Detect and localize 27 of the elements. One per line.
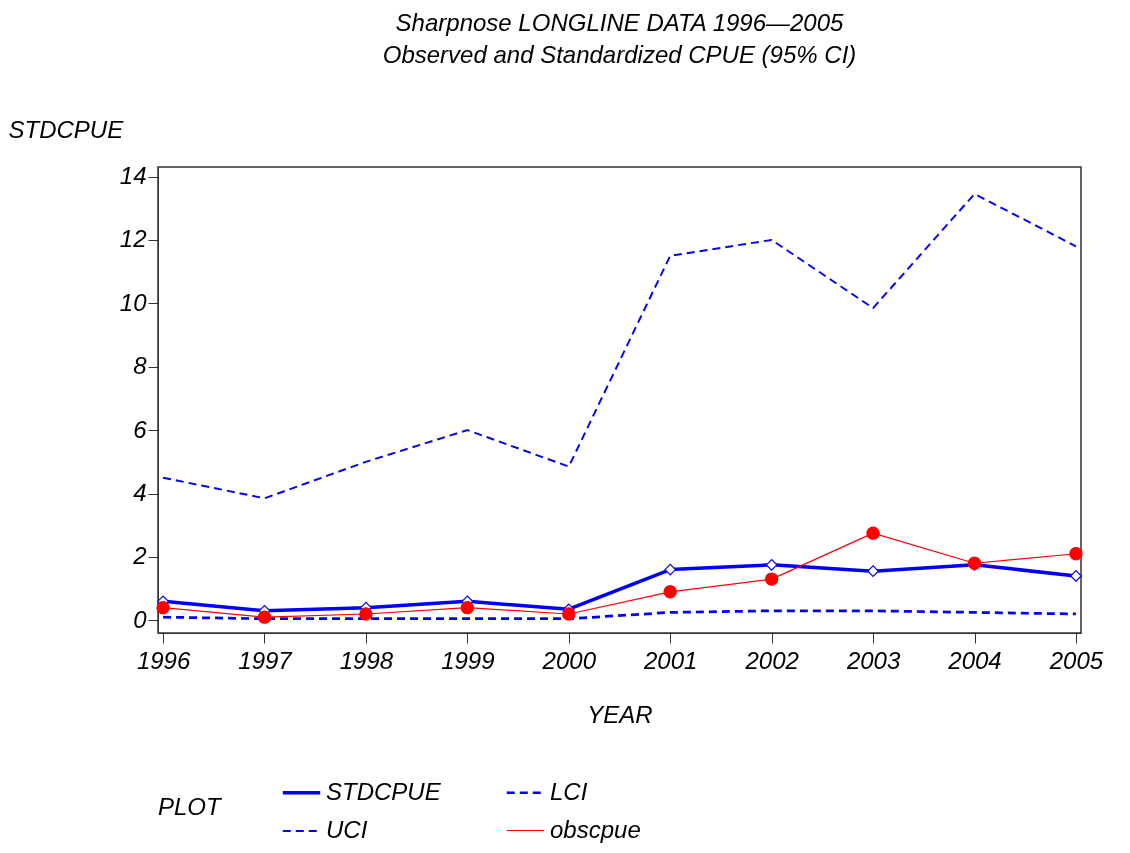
- y-tick-label: 0: [133, 605, 148, 633]
- legend-label: LCI: [550, 777, 588, 805]
- x-tick-label: 1998: [339, 646, 394, 674]
- y-tick-label: 14: [119, 162, 147, 190]
- y-tick-label: 12: [119, 225, 147, 253]
- legend-label: STDCPUE: [326, 777, 442, 805]
- chart-title: Sharpnose LONGLINE DATA 1996—2005: [395, 9, 845, 36]
- y-tick-label: 4: [133, 479, 147, 507]
- legend-title: PLOT: [158, 793, 224, 820]
- y-tick-label: 2: [132, 542, 147, 570]
- x-axis-title: YEAR: [587, 700, 653, 728]
- legend-label: obscpue: [550, 815, 641, 843]
- x-tick-label: 2003: [845, 646, 901, 674]
- y-tick-label: 6: [133, 415, 148, 443]
- x-tick-label: 2005: [1048, 646, 1104, 674]
- x-tick-label: 1999: [441, 646, 495, 674]
- x-tick-label: 2001: [643, 646, 698, 674]
- x-tick-label: 2004: [947, 646, 1002, 674]
- y-tick-label: 8: [133, 352, 148, 380]
- legend-label: UCI: [326, 816, 368, 843]
- chart-subtitle: Observed and Standardized CPUE (95% CI): [382, 41, 857, 68]
- x-tick-label: 2000: [541, 646, 597, 674]
- y-tick-label: 10: [119, 288, 148, 316]
- x-tick-label: 2002: [744, 646, 799, 674]
- y-axis-title: STDCPUE: [8, 115, 125, 143]
- x-tick-label: 1996: [136, 646, 191, 674]
- x-tick-label: 1997: [238, 646, 294, 674]
